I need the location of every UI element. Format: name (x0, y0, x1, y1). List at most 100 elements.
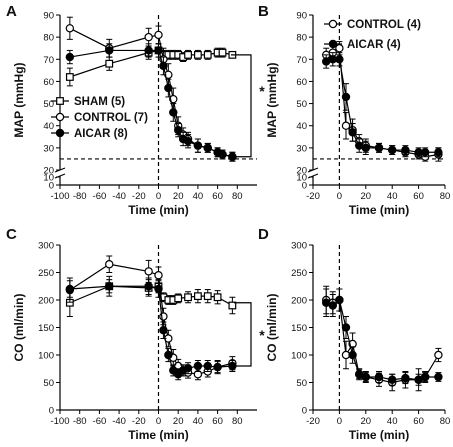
x-tick-label: 0 (337, 416, 342, 427)
legend-label: SHAM (5) (74, 96, 125, 108)
y-tick-label: 40 (43, 121, 54, 132)
x-tick-label: -80 (73, 416, 87, 427)
series-line (326, 47, 439, 158)
y-tick-label: 30 (296, 143, 307, 154)
y-tick-label: 80 (43, 33, 54, 44)
data-point (164, 350, 173, 360)
x-tick-label: 60 (413, 416, 424, 427)
y-tick-label: 50 (296, 378, 307, 389)
data-point (434, 350, 443, 360)
data-point (388, 375, 397, 384)
data-point (348, 350, 357, 360)
data-point (193, 361, 203, 371)
panel-label: B (258, 3, 269, 20)
series-2 (322, 288, 443, 386)
data-point (328, 301, 337, 310)
data-point (144, 46, 153, 55)
y-axis-label: CO (ml/min) (12, 293, 26, 361)
legend-label: CONTROL (7) (74, 112, 148, 124)
y-tick-label: 70 (296, 55, 307, 66)
data-point (184, 293, 192, 302)
x-tick-label: -40 (112, 416, 126, 427)
x-tick-label: 60 (413, 191, 424, 202)
x-tick-label: -100 (50, 191, 69, 202)
y-tick-label: 0 (49, 406, 54, 417)
data-point (335, 55, 344, 64)
x-tick-label: 40 (193, 191, 204, 202)
y-tick-label: 250 (38, 268, 54, 279)
data-point (374, 372, 384, 382)
significance-bracket (234, 302, 252, 367)
y-tick-label: 0 (49, 181, 54, 192)
y-tick-label: 200 (38, 296, 54, 307)
data-point (194, 50, 202, 59)
data-point (154, 30, 163, 40)
data-point (105, 260, 114, 269)
data-point (361, 372, 370, 382)
data-point (144, 32, 153, 42)
significance-bracket (231, 54, 252, 158)
x-tick-label: 80 (232, 191, 243, 202)
data-point (361, 143, 370, 153)
data-point (374, 143, 384, 153)
x-tick-label: -60 (93, 191, 107, 202)
data-point (228, 301, 237, 310)
data-point (348, 128, 357, 137)
data-point (164, 83, 173, 93)
x-tick-label: -60 (93, 416, 107, 427)
y-tick-label: 300 (291, 241, 307, 252)
data-point (218, 48, 227, 57)
panel-label: D (258, 226, 269, 243)
y-tick-label: 90 (296, 11, 307, 22)
y-tick-label: 10 (296, 173, 307, 184)
x-tick-label: 80 (232, 416, 243, 427)
x-tick-label: 20 (173, 416, 184, 427)
x-tick-label: 80 (440, 416, 451, 427)
x-tick-label: 0 (337, 191, 342, 202)
data-point (213, 362, 222, 372)
panel-label: C (6, 226, 17, 243)
y-tick-label: 200 (291, 296, 307, 307)
data-point (193, 141, 203, 150)
x-tick-label: 40 (193, 416, 204, 427)
y-tick-label: 150 (38, 323, 54, 334)
data-point (203, 292, 212, 301)
data-point (203, 143, 212, 153)
data-point (335, 295, 344, 305)
data-point (341, 121, 351, 130)
x-tick-label: 20 (173, 191, 184, 202)
x-tick-label: -40 (112, 191, 126, 202)
data-point (169, 108, 178, 117)
data-point (388, 145, 397, 155)
y-tick-label: 0 (302, 181, 307, 192)
data-point (173, 125, 183, 135)
data-point (194, 292, 202, 301)
y-tick-label: 300 (38, 241, 54, 252)
x-tick-label: 40 (387, 416, 398, 427)
legend: SHAM (5) CONTROL (7) AICAR (8) (51, 96, 148, 140)
y-tick-label: 20 (43, 166, 54, 177)
y-tick-label: 70 (43, 55, 54, 66)
data-point (341, 92, 351, 102)
series-line (69, 263, 233, 375)
data-point (401, 145, 410, 155)
x-tick-label: 60 (212, 416, 223, 427)
y-tick-label: 50 (43, 378, 54, 389)
series-2 (322, 52, 443, 158)
panel-c: C 0 50 100 150 200 250 300 -100 -80 -60 -40 -20 0 20 40… (6, 226, 265, 442)
legend-marker (56, 97, 64, 105)
series-3 (65, 277, 237, 381)
data-point (183, 137, 193, 146)
x-tick-label: 20 (361, 416, 372, 427)
x-tick-label: 0 (156, 191, 161, 202)
data-point (203, 50, 212, 59)
legend-label: CONTROL (4) (347, 19, 421, 31)
x-tick-label: -20 (306, 191, 320, 202)
y-tick-label: 60 (296, 77, 307, 88)
data-point (159, 326, 168, 335)
data-point (65, 73, 74, 81)
y-tick-label: 10 (43, 173, 54, 184)
data-point (203, 361, 212, 371)
